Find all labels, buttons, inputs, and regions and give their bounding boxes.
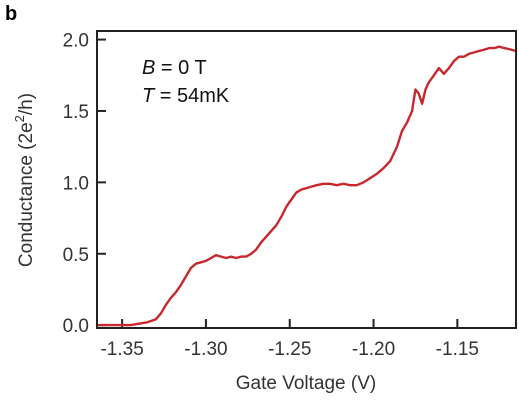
- annotation-temperature: T = 54mK: [142, 85, 230, 107]
- series-line-conductance: [95, 45, 518, 327]
- y-axis-label-sup: 2: [12, 115, 27, 122]
- y-axis-label-main: Conductance (2e: [16, 122, 37, 267]
- y-tick-label: 1.5: [63, 102, 89, 123]
- x-tick-label: -1.30: [184, 339, 227, 360]
- y-tick-label: 0.0: [63, 316, 89, 337]
- panel-label: b: [5, 3, 17, 25]
- x-tick-label: -1.25: [268, 339, 311, 360]
- annotation-temperature-text: = 54mK: [154, 85, 230, 107]
- annotation-temperature-var: T: [142, 85, 156, 107]
- tick-labels: -1.35 -1.30 -1.25 -1.20 -1.15 0.0 0.5 1.0 1.5 2.0: [63, 31, 479, 360]
- x-axis-label: Gate Voltage (V): [236, 373, 376, 394]
- x-tick-label: -1.20: [352, 339, 395, 360]
- y-tick-label: 0.5: [63, 245, 89, 266]
- y-axis-label-tail: /h): [16, 93, 37, 115]
- annotation-field-text: = 0 T: [155, 57, 206, 79]
- annotation-field-var: B: [142, 57, 155, 79]
- annotation-field: B = 0 T: [142, 57, 207, 79]
- axis-ticks: [97, 38, 459, 328]
- x-tick-label: -1.35: [100, 339, 143, 360]
- plot-frame: [96, 30, 517, 329]
- x-tick-label: -1.15: [436, 339, 479, 360]
- annotations: B = 0 T T = 54mK: [142, 57, 230, 107]
- y-axis-label: Conductance (2e2/h): [12, 93, 37, 267]
- y-tick-label: 2.0: [63, 31, 89, 52]
- y-tick-label: 1.0: [63, 173, 89, 194]
